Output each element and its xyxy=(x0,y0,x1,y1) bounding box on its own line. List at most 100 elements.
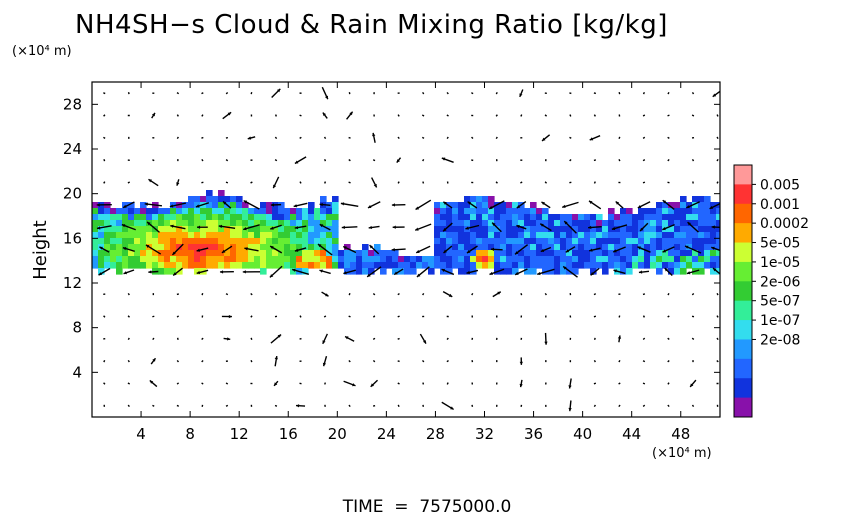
wind-arrowhead xyxy=(270,246,274,250)
field-cell xyxy=(398,262,405,269)
field-cell xyxy=(512,262,519,269)
field-cell xyxy=(506,220,513,227)
field-cell xyxy=(254,214,261,221)
field-cell xyxy=(458,226,465,233)
wind-arrow xyxy=(446,114,449,117)
field-cell xyxy=(230,244,237,251)
wind-arrowhead xyxy=(466,249,471,253)
wind-arrow xyxy=(225,382,229,385)
field-cell xyxy=(674,220,681,227)
field-cell xyxy=(536,238,543,245)
wind-arrow xyxy=(642,404,646,407)
field-cell xyxy=(170,268,177,275)
field-cell xyxy=(92,262,99,269)
field-cell xyxy=(326,244,333,251)
field-cell xyxy=(482,220,489,227)
field-cell xyxy=(218,214,225,221)
field-cell xyxy=(194,226,201,233)
field-cell xyxy=(320,262,327,269)
field-cell xyxy=(500,214,507,221)
wind-arrowhead xyxy=(589,200,593,204)
field-cell xyxy=(518,262,525,269)
field-cell xyxy=(344,250,351,257)
field-cell xyxy=(512,208,519,215)
wind-arrowhead xyxy=(99,246,103,250)
field-cell xyxy=(500,220,507,227)
field-cell xyxy=(290,214,297,221)
field-cell xyxy=(446,232,453,239)
field-cell xyxy=(320,220,327,227)
wind-arrowhead xyxy=(274,382,278,386)
x-tick-label: 44 xyxy=(622,425,641,443)
field-cell xyxy=(212,208,219,215)
field-cell xyxy=(650,226,657,233)
field-cell xyxy=(470,262,477,269)
field-cell xyxy=(656,202,663,209)
colorbar-swatch xyxy=(734,397,752,418)
field-cell xyxy=(470,256,477,263)
wind-arrow xyxy=(593,359,596,363)
wind-arrowhead xyxy=(590,272,595,276)
field-cell xyxy=(110,232,117,239)
field-cell xyxy=(140,208,147,215)
field-cell xyxy=(704,262,711,269)
field-cell xyxy=(530,226,537,233)
field-cell xyxy=(176,256,183,263)
field-cell xyxy=(602,250,609,257)
field-cell xyxy=(620,262,627,269)
field-cell xyxy=(308,220,315,227)
colorbar-swatch xyxy=(734,261,752,282)
field-cell xyxy=(470,250,477,257)
field-cell xyxy=(650,238,657,245)
field-cell xyxy=(344,244,351,251)
field-cell xyxy=(224,244,231,251)
wind-arrowhead xyxy=(638,270,643,274)
field-cell xyxy=(560,220,567,227)
wind-arrow xyxy=(103,136,106,139)
wind-arrow xyxy=(495,136,498,140)
field-cell xyxy=(152,220,159,227)
field-cell xyxy=(458,268,465,275)
field-cell xyxy=(494,232,501,239)
field-cell xyxy=(452,250,459,257)
wind-arrow xyxy=(201,293,204,296)
field-cell xyxy=(128,250,135,257)
field-cell xyxy=(494,250,501,257)
wind-arrow xyxy=(299,293,302,296)
field-cell xyxy=(656,238,663,245)
wind-arrow xyxy=(642,293,646,296)
field-cell xyxy=(458,256,465,263)
field-cell xyxy=(128,238,135,245)
field-cell xyxy=(182,202,189,209)
chart-title: NH4SH−s Cloud & Rain Mixing Ratio [kg/kg… xyxy=(75,10,668,40)
wind-arrowhead xyxy=(368,225,372,230)
wind-arrow xyxy=(348,293,351,296)
field-cell xyxy=(650,244,657,251)
field-cell xyxy=(314,238,321,245)
wind-arrowhead xyxy=(662,200,667,204)
field-cell xyxy=(188,238,195,245)
field-cell xyxy=(662,202,669,209)
wind-arrowhead xyxy=(564,221,568,225)
field-cell xyxy=(590,226,597,233)
field-cell xyxy=(314,208,321,215)
field-cell xyxy=(476,208,483,215)
wind-arrow xyxy=(667,315,670,318)
field-cell xyxy=(650,250,657,257)
field-cell xyxy=(152,208,159,215)
field-cell xyxy=(578,250,585,257)
wind-arrow xyxy=(274,159,278,162)
field-cell xyxy=(704,208,711,215)
field-cell xyxy=(236,226,243,233)
field-cell xyxy=(272,208,279,215)
field-cell xyxy=(662,250,669,257)
field-cell xyxy=(602,232,609,239)
field-cell xyxy=(500,208,507,215)
field-cell xyxy=(188,256,195,263)
field-cell xyxy=(644,250,651,257)
field-cell xyxy=(128,214,135,221)
field-cell xyxy=(146,232,153,239)
field-cell xyxy=(416,256,423,263)
field-cell xyxy=(686,214,693,221)
field-cell xyxy=(188,262,195,269)
